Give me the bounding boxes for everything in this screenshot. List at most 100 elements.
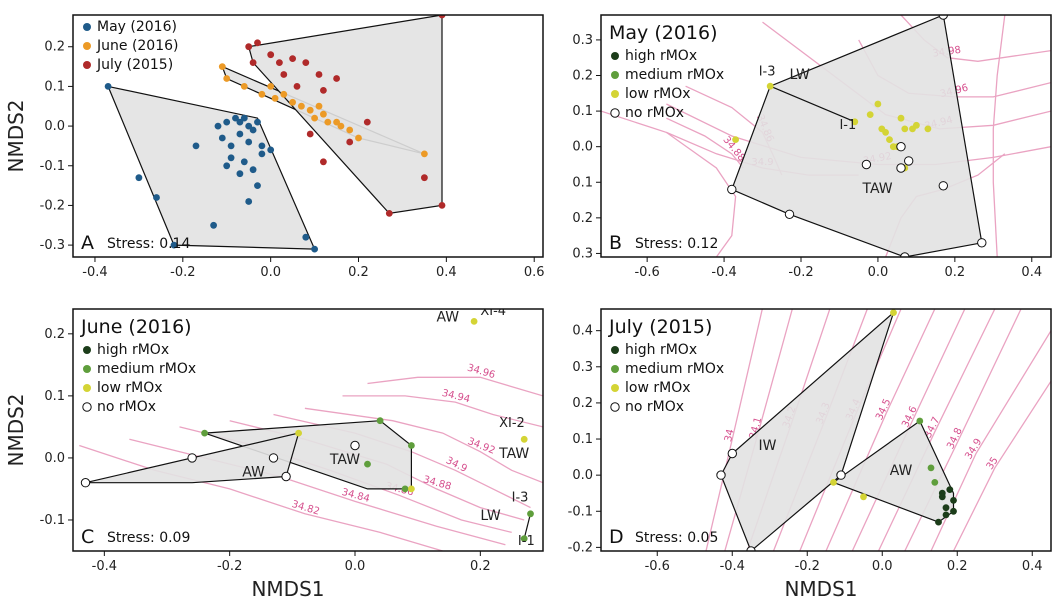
legend-marker-medium <box>611 365 619 373</box>
region-label: LW <box>480 508 501 524</box>
legend-label: low rMOx <box>625 86 691 102</box>
y-tick-label: 0.2 <box>44 327 65 342</box>
data-point-may <box>223 162 231 170</box>
data-point-low <box>924 125 932 133</box>
data-point-june <box>346 126 354 134</box>
data-point-none <box>904 156 914 166</box>
y-tick-label: -0.3 <box>40 238 65 253</box>
contour-line <box>367 376 543 397</box>
legend-label: low rMOx <box>97 380 163 396</box>
data-point-july <box>438 15 446 19</box>
panel-C: 34.9634.9434.9234.934.8834.8634.8434.82A… <box>4 304 544 601</box>
data-point-may <box>245 138 253 146</box>
data-point-june <box>324 118 332 126</box>
contour-label: 34.9 <box>963 437 984 462</box>
data-point-low <box>851 118 859 126</box>
data-point-july <box>280 71 288 78</box>
legend-marker-none <box>610 402 620 412</box>
data-point-july <box>267 51 275 59</box>
legend-marker-high <box>611 52 619 60</box>
contour-label: 34.9 <box>444 455 469 475</box>
legend-marker-high <box>83 346 91 354</box>
data-point-may <box>210 221 218 229</box>
data-point-july <box>276 59 283 66</box>
contour-label: 34.92 <box>466 436 497 457</box>
data-point-june <box>223 75 231 82</box>
y-tick-label: 0.3 <box>572 360 593 375</box>
data-point-june <box>271 94 279 102</box>
y-tick-label: 0.1 <box>44 389 65 404</box>
data-point-low <box>874 100 882 108</box>
legend-marker-high <box>611 346 619 354</box>
legend-marker-may <box>83 23 91 31</box>
stress-value: Stress: 0.09 <box>107 530 190 546</box>
y-tick-label: -0.2 <box>568 540 593 555</box>
data-point-none <box>268 453 279 463</box>
data-point-may <box>236 170 244 178</box>
y-tick-label: 0.0 <box>572 140 593 155</box>
data-point-may <box>135 174 143 182</box>
data-point-low <box>830 479 837 486</box>
data-point-july <box>320 87 327 94</box>
legend-marker-low <box>611 384 619 392</box>
data-point-high <box>950 497 957 504</box>
region-label: TAW <box>498 446 529 462</box>
y-tick-label: 0.2 <box>572 211 593 226</box>
data-point-none <box>281 471 291 482</box>
data-point-none <box>350 440 360 451</box>
y-tick-label: -0.1 <box>40 159 65 174</box>
stress-value: Stress: 0.12 <box>635 236 718 252</box>
data-point-may <box>245 122 253 130</box>
data-point-july <box>249 59 257 66</box>
data-point-may <box>258 142 266 150</box>
data-point-low <box>295 429 302 437</box>
data-point-may <box>223 118 231 126</box>
legend-label: no rMOx <box>625 105 684 121</box>
x-tick-label: 0.2 <box>947 559 968 574</box>
plot-frame <box>72 308 544 552</box>
contour-line <box>851 309 966 551</box>
data-point-may <box>227 154 235 162</box>
data-point-may <box>192 142 200 150</box>
data-point-may <box>227 142 235 150</box>
data-point-low <box>866 111 874 118</box>
data-point-none <box>784 209 795 220</box>
y-tick-label: 0.2 <box>44 40 65 55</box>
data-point-low <box>913 121 920 129</box>
data-point-none <box>716 470 726 480</box>
data-point-none <box>861 159 872 170</box>
region-label: IW <box>759 438 777 454</box>
connector-line <box>769 85 856 123</box>
data-point-may <box>232 114 239 122</box>
y-tick-label: 0.3 <box>572 33 593 48</box>
data-point-june <box>240 83 248 90</box>
stress-value: Stress: 0.14 <box>107 236 190 252</box>
x-tick-label: 0.6 <box>524 265 545 280</box>
data-point-medium <box>201 429 209 437</box>
legend-marker-low <box>611 90 619 98</box>
data-point-low <box>470 318 478 325</box>
y-tick-label: 0.0 <box>44 451 65 466</box>
y-tick-label: 0.1 <box>572 104 593 119</box>
x-tick-label: -0.2 <box>788 265 813 280</box>
x-tick-label: 0.2 <box>348 265 369 280</box>
data-point-may <box>240 158 248 166</box>
data-point-low <box>732 136 739 144</box>
data-point-none <box>896 163 906 173</box>
data-point-may <box>267 146 275 154</box>
legend-marker-july <box>83 61 91 69</box>
data-point-high <box>946 486 954 493</box>
legend-label: July (2015) <box>96 57 173 73</box>
x-tick-label: -0.2 <box>170 265 195 280</box>
legend-label: high rMOx <box>625 342 697 358</box>
data-point-june <box>298 102 305 110</box>
region-label: XI-4 <box>480 304 506 319</box>
data-point-none <box>187 453 197 463</box>
data-point-july <box>245 43 253 51</box>
data-point-july <box>385 210 393 217</box>
y-tick-label: 0.2 <box>572 396 593 411</box>
data-point-high <box>950 507 957 515</box>
region-label: I-1 <box>839 118 856 133</box>
data-point-medium <box>931 479 939 486</box>
data-point-medium <box>376 417 384 425</box>
